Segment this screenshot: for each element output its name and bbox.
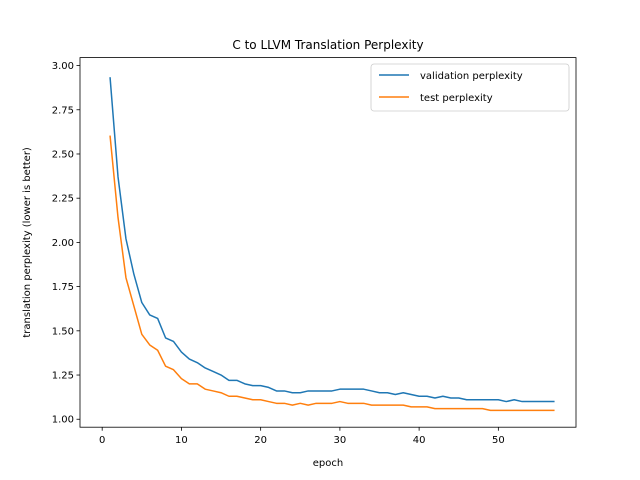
x-axis-label: epoch [313,458,343,469]
series-line-validation-perplexity [109,77,555,403]
legend-label-validation: validation perplexity [420,71,523,82]
x-tick-label: 30 [334,435,347,446]
legend: validation perplexity test perplexity [370,63,570,112]
y-tick-label: 1.50 [52,326,74,337]
y-tick-label: 1.75 [52,282,74,293]
y-tick-label: 2.25 [52,194,74,205]
legend-box [370,63,570,112]
x-tick-label: 50 [492,435,505,446]
x-tick-label: 20 [254,435,267,446]
legend-label-test: test perplexity [420,93,493,104]
x-axis: 0 10 20 30 40 50 [99,427,505,446]
y-tick-label: 2.75 [52,105,74,116]
y-tick-label: 2.50 [52,149,74,160]
chart-title: C to LLVM Translation Perplexity [232,38,423,52]
series-line-test-perplexity [109,135,555,412]
y-tick-label: 2.00 [52,238,74,249]
y-tick-label: 1.00 [52,415,74,426]
y-axis-label: translation perplexity (lower is better) [22,147,33,338]
y-tick-label: 1.25 [52,371,74,382]
y-axis: 1.00 1.25 1.50 1.75 2.00 2.25 2.50 2.75 3.00 [52,61,80,426]
y-tick-label: 3.00 [52,61,74,72]
x-tick-label: 40 [413,435,426,446]
x-tick-label: 10 [175,435,188,446]
x-tick-label: 0 [99,435,105,446]
plot-frame [79,57,577,428]
plot-area [79,57,577,428]
